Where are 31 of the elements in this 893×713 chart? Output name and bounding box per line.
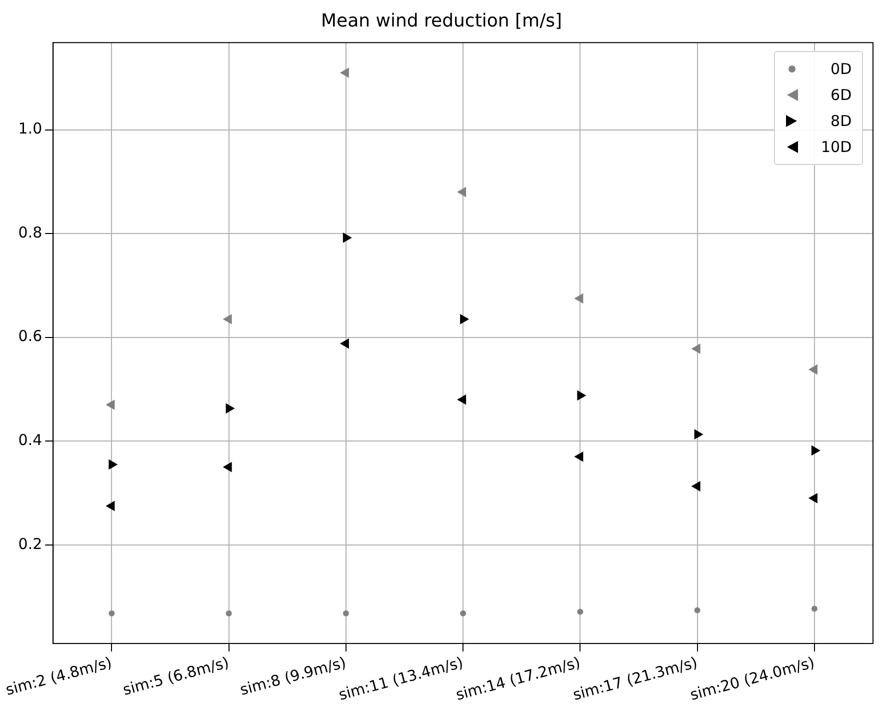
point bbox=[811, 606, 818, 612]
y-tick-label: 0.4 bbox=[18, 430, 42, 449]
point bbox=[808, 364, 818, 375]
y-tick-label: 0.2 bbox=[18, 534, 42, 553]
point bbox=[108, 610, 115, 616]
y-tick-label: 1.0 bbox=[18, 120, 42, 138]
point bbox=[691, 344, 700, 354]
point bbox=[808, 492, 818, 504]
point bbox=[106, 500, 115, 512]
point bbox=[577, 608, 584, 615]
point bbox=[574, 293, 584, 304]
point bbox=[340, 338, 349, 349]
legend-label: 8D bbox=[830, 112, 852, 130]
point bbox=[457, 186, 466, 198]
legend-label: 6D bbox=[830, 86, 852, 104]
chart-title: Mean wind reduction [m/s] bbox=[320, 10, 562, 32]
point bbox=[226, 610, 232, 616]
point bbox=[340, 68, 349, 78]
point bbox=[691, 481, 700, 492]
point bbox=[460, 610, 466, 616]
legend-label: 10D bbox=[821, 138, 852, 156]
legend-label: 0D bbox=[830, 60, 852, 78]
point bbox=[222, 314, 232, 324]
y-tick-label: 0.8 bbox=[18, 223, 42, 242]
point bbox=[222, 462, 232, 472]
point bbox=[457, 394, 466, 405]
point bbox=[342, 610, 349, 616]
point bbox=[694, 607, 700, 614]
point bbox=[106, 400, 115, 410]
y-tick-label: 0.6 bbox=[18, 327, 42, 346]
point bbox=[574, 451, 584, 462]
